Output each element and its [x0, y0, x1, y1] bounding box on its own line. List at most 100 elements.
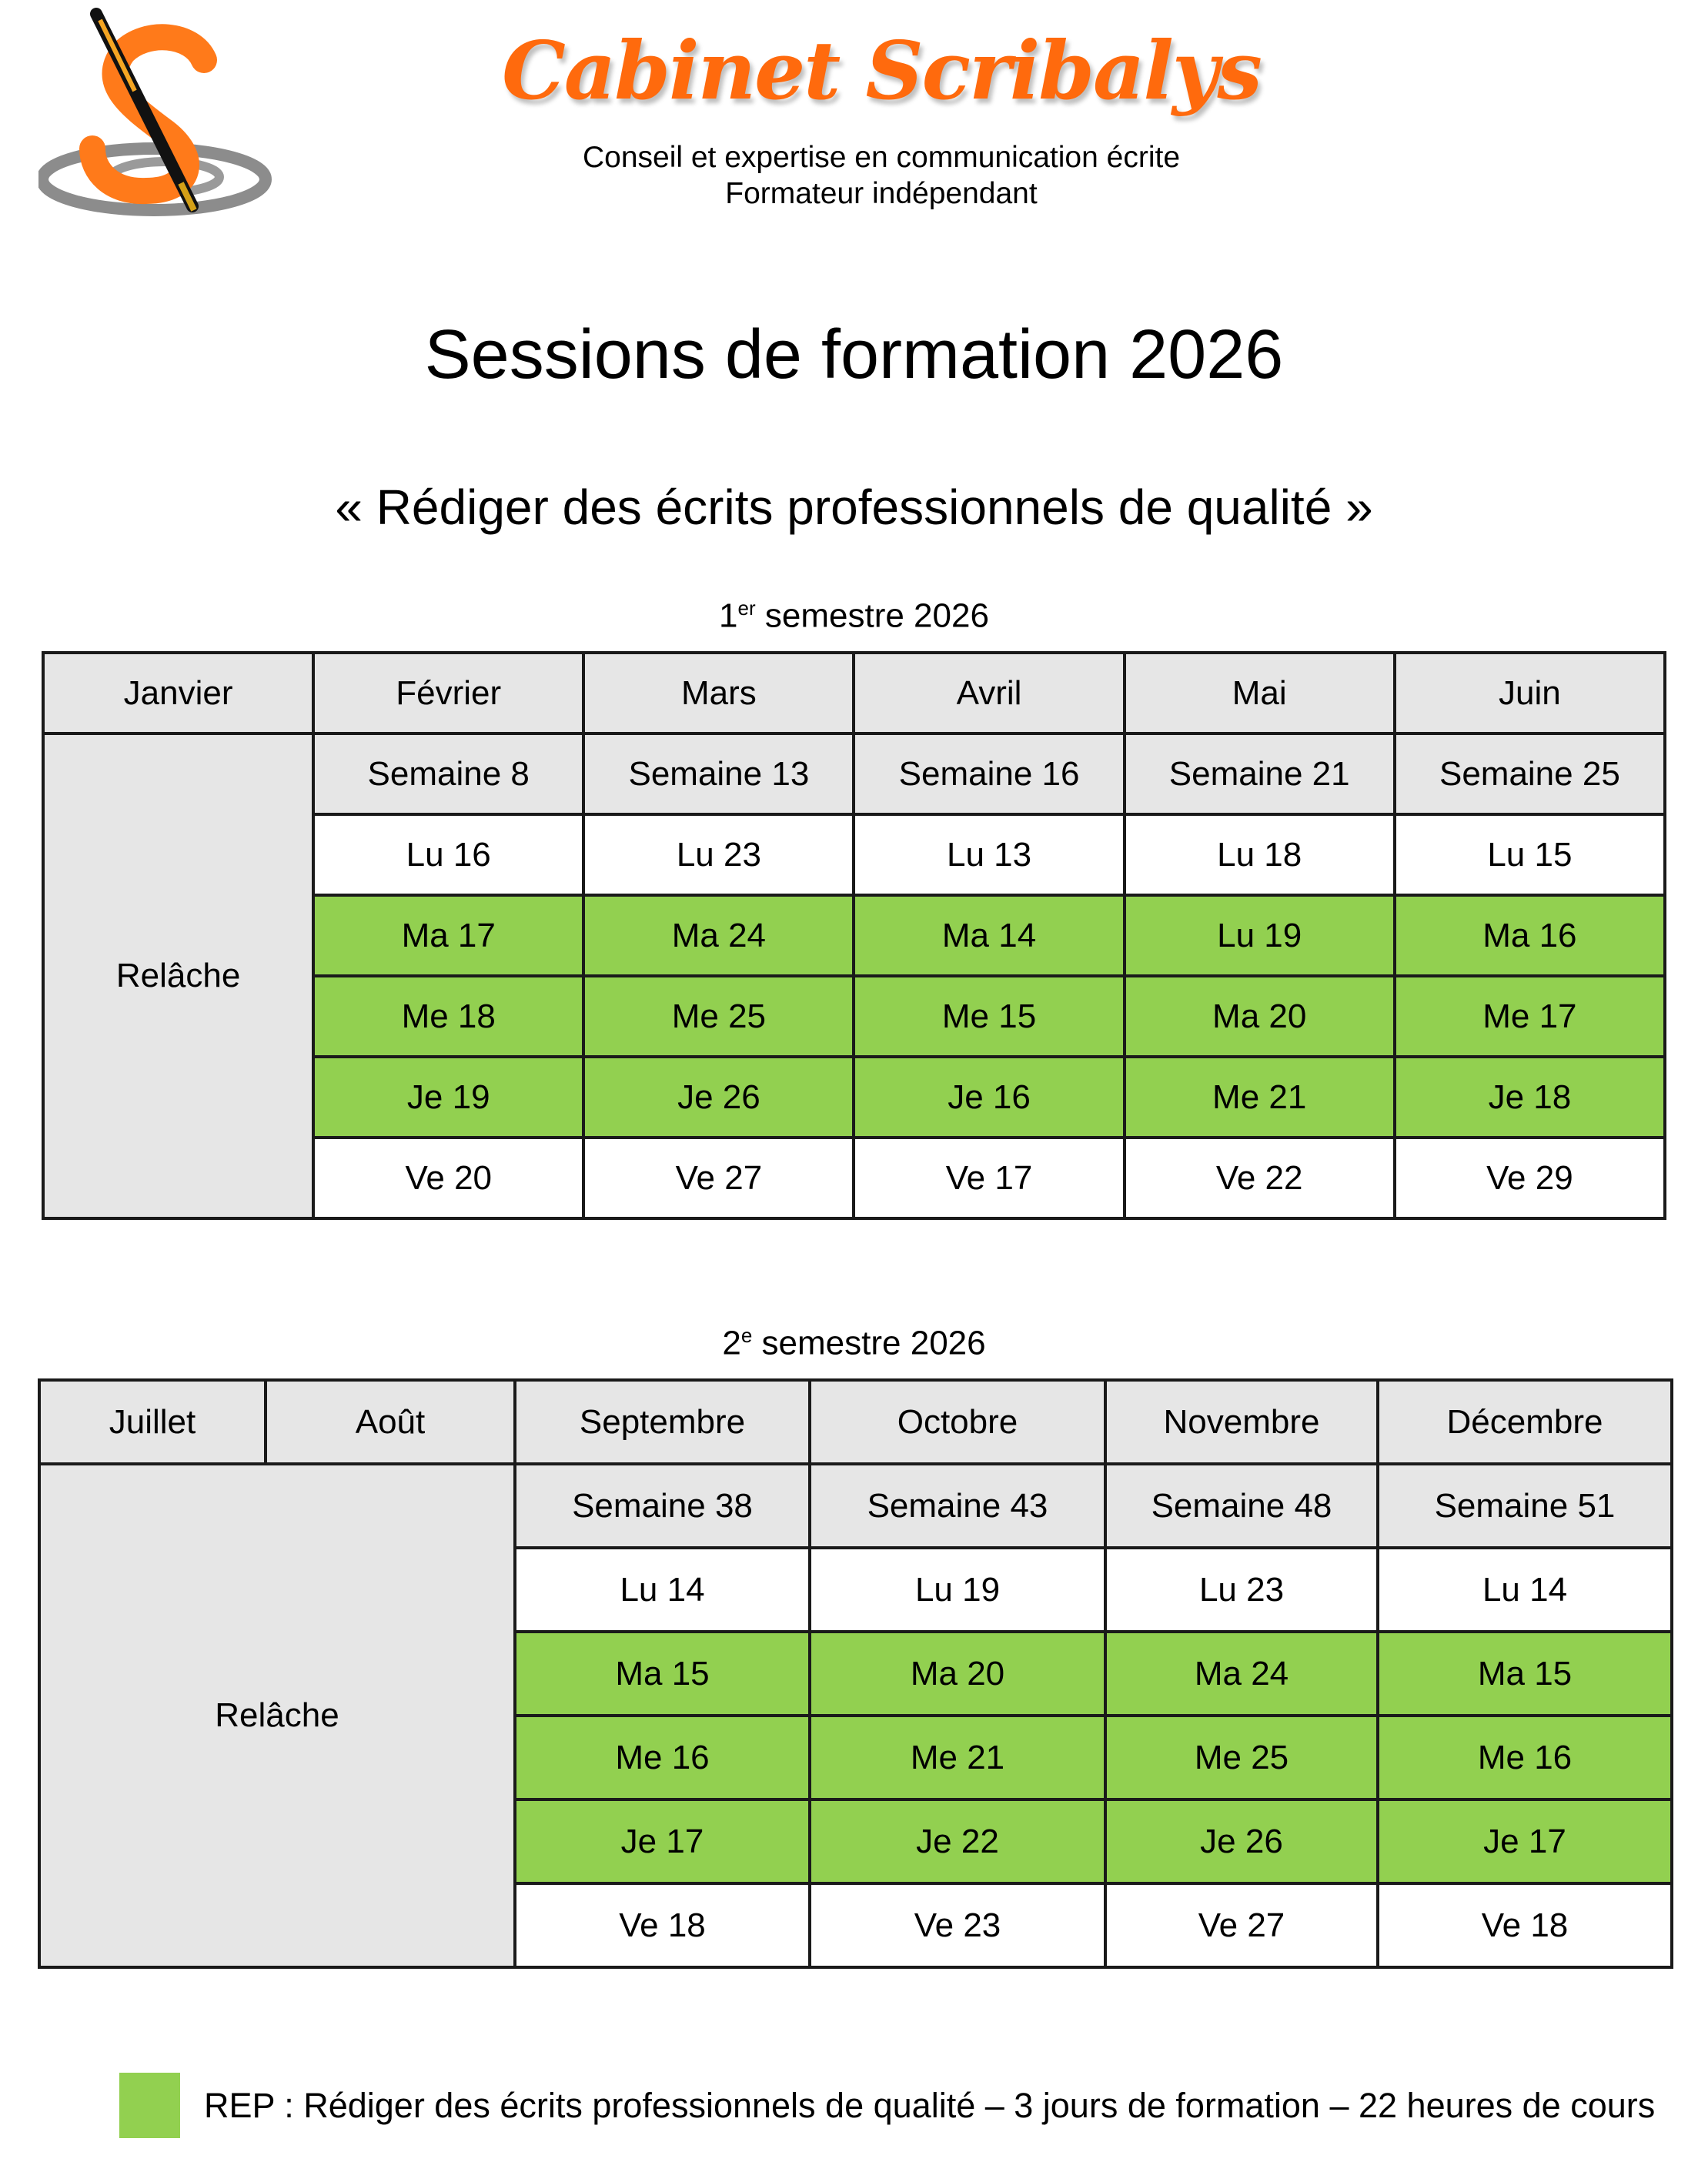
day-row: Ve 20 Ve 27 Ve 17 Ve 22 Ve 29: [43, 1136, 1667, 1220]
week-label: Semaine 43: [808, 1462, 1107, 1549]
month-header: Juin: [1392, 651, 1667, 735]
session-day-cell: Je 22: [808, 1798, 1107, 1885]
session-day-cell: Je 26: [582, 1055, 856, 1139]
legend-text: REP : Rédiger des écrits professionnels …: [204, 2086, 1656, 2125]
semester-label: semestre 2026: [755, 596, 989, 635]
day-cell: Lu 13: [852, 813, 1126, 897]
day-cell: Ve 18: [1376, 1882, 1673, 1969]
month-header-row: Janvier Février Mars Avril Mai Juin: [41, 651, 1667, 735]
session-day-cell: Je 17: [513, 1798, 811, 1885]
day-cell: Ve 20: [312, 1136, 586, 1220]
session-day-cell: Me 15: [852, 974, 1126, 1058]
day-row: Ma 17 Ma 24 Ma 14 Lu 19 Ma 16: [43, 894, 1667, 977]
day-cell: Ve 27: [582, 1136, 856, 1220]
session-day-cell: Me 21: [808, 1714, 1107, 1801]
week-label: Semaine 16: [852, 732, 1126, 816]
week-label: Semaine 13: [582, 732, 856, 816]
semester1-table: Janvier Février Mars Avril Mai Juin Relâche Sem…: [41, 651, 1667, 1220]
day-cell: Lu 14: [513, 1546, 811, 1633]
session-day-cell: Lu 19: [1122, 894, 1396, 977]
day-row: Ve 18 Ve 23 Ve 27 Ve 18: [39, 1882, 1673, 1969]
session-day-cell: Je 19: [312, 1055, 586, 1139]
month-header: Janvier: [41, 651, 316, 735]
session-day-cell: Ma 14: [852, 894, 1126, 977]
session-day-cell: Ma 15: [1376, 1630, 1673, 1717]
day-cell: Lu 16: [312, 813, 586, 897]
semester2-table: Juillet Août Septembre Octobre Novembre Décem…: [38, 1378, 1673, 1969]
month-header: Avril: [852, 651, 1126, 735]
semester-label: semestre 2026: [752, 1324, 986, 1362]
day-row: Lu 16 Lu 23 Lu 13 Lu 18 Lu 15: [43, 813, 1667, 897]
semester-number: 1: [719, 596, 738, 635]
semester-number: 2: [722, 1324, 741, 1362]
day-cell: Ve 17: [852, 1136, 1126, 1220]
week-row: Relâche Semaine 38 Semaine 43 Semaine 48 Sem…: [38, 1462, 1673, 1969]
week-label: Semaine 48: [1104, 1462, 1379, 1549]
month-header: Décembre: [1376, 1378, 1673, 1465]
session-day-cell: Ma 24: [582, 894, 856, 977]
semester1-heading: 1er semestre 2026: [0, 596, 1708, 636]
tagline: Conseil et expertise en communication éc…: [582, 141, 1181, 174]
week-label: Semaine 51: [1376, 1462, 1673, 1549]
course-title: « Rédiger des écrits professionnels de q…: [335, 480, 1373, 535]
day-cell: Lu 23: [1104, 1546, 1379, 1633]
session-day-cell: Me 17: [1392, 974, 1667, 1058]
s-pen-logo-icon: [36, 6, 285, 222]
month-header: Octobre: [808, 1378, 1107, 1465]
day-cell: Ve 29: [1392, 1136, 1667, 1220]
session-day-cell: Me 21: [1122, 1055, 1396, 1139]
week-label: Semaine 8: [312, 732, 586, 816]
week-label: Semaine 25: [1392, 732, 1667, 816]
day-cell: Lu 18: [1122, 813, 1396, 897]
week-row: Relâche Semaine 8 Semaine 13 Semaine 16 Sema…: [41, 732, 1667, 1220]
session-day-cell: Me 25: [1104, 1714, 1379, 1801]
month-header: Mars: [582, 651, 856, 735]
day-cell: Lu 15: [1392, 813, 1667, 897]
session-day-cell: Me 16: [1376, 1714, 1673, 1801]
day-cell: Ve 22: [1122, 1136, 1396, 1220]
session-day-cell: Je 18: [1392, 1055, 1667, 1139]
session-day-cell: Ma 15: [513, 1630, 811, 1717]
closed-cell: Relâche: [38, 1462, 516, 1969]
day-row: Lu 14 Lu 19 Lu 23 Lu 14: [39, 1546, 1673, 1633]
closed-cell: Relâche: [41, 732, 316, 1220]
session-day-cell: Ma 16: [1392, 894, 1667, 977]
session-day-cell: Je 26: [1104, 1798, 1379, 1885]
day-cell: Lu 14: [1376, 1546, 1673, 1633]
session-day-cell: Ma 20: [1122, 974, 1396, 1058]
month-header: Juillet: [38, 1378, 267, 1465]
session-day-cell: Je 17: [1376, 1798, 1673, 1885]
session-day-cell: Ma 17: [312, 894, 586, 977]
brand-name: Cabinet Scribalys: [502, 23, 1262, 118]
page-title: Sessions de formation 2026: [424, 316, 1284, 393]
day-row: Me 18 Me 25 Me 15 Ma 20 Me 17: [43, 974, 1667, 1058]
day-row: Je 19 Je 26 Je 16 Me 21 Je 18: [43, 1055, 1667, 1139]
tagline-subtitle: Formateur indépendant: [725, 177, 1038, 210]
session-day-cell: Me 25: [582, 974, 856, 1058]
session-day-cell: Me 18: [312, 974, 586, 1058]
week-label: Semaine 38: [513, 1462, 811, 1549]
day-cell: Ve 27: [1104, 1882, 1379, 1969]
session-day-cell: Je 16: [852, 1055, 1126, 1139]
session-day-cell: Ma 20: [808, 1630, 1107, 1717]
day-cell: Lu 23: [582, 813, 856, 897]
month-header: Septembre: [513, 1378, 811, 1465]
day-cell: Lu 19: [808, 1546, 1107, 1633]
semester-ordinal: e: [740, 1324, 753, 1347]
month-header: Février: [312, 651, 586, 735]
session-day-cell: Ma 24: [1104, 1630, 1379, 1717]
semester-ordinal: er: [737, 596, 756, 620]
day-row: Ma 15 Ma 20 Ma 24 Ma 15: [39, 1630, 1673, 1717]
month-header: Novembre: [1104, 1378, 1379, 1465]
legend-swatch: [119, 2073, 180, 2138]
day-cell: Ve 18: [513, 1882, 811, 1969]
semester2-heading: 2e semestre 2026: [0, 1324, 1708, 1363]
month-header-row: Juillet Août Septembre Octobre Novembre Décem…: [38, 1378, 1673, 1465]
day-row: Me 16 Me 21 Me 25 Me 16: [39, 1714, 1673, 1801]
month-header: Août: [264, 1378, 516, 1465]
session-day-cell: Me 16: [513, 1714, 811, 1801]
day-row: Je 17 Je 22 Je 26 Je 17: [39, 1798, 1673, 1885]
month-header: Mai: [1122, 651, 1396, 735]
day-cell: Ve 23: [808, 1882, 1107, 1969]
week-label: Semaine 21: [1122, 732, 1396, 816]
